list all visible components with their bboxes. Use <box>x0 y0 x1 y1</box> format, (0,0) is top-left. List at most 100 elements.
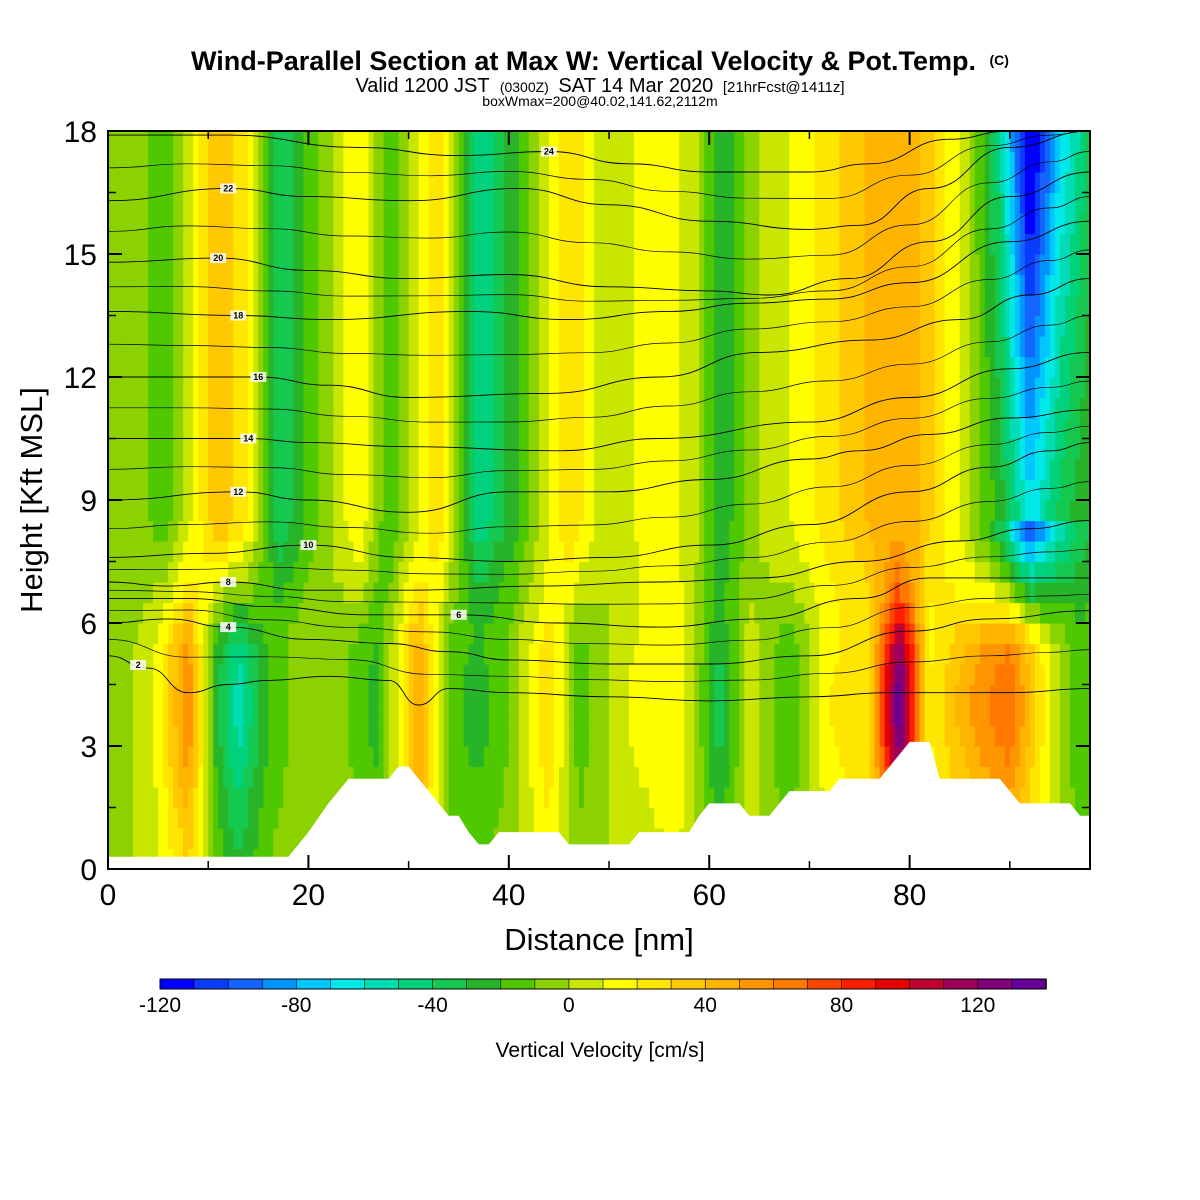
velocity-cell <box>588 295 595 317</box>
velocity-cell <box>128 684 134 706</box>
velocity-cell <box>228 643 234 665</box>
velocity-cell <box>198 520 204 542</box>
velocity-cell <box>644 582 650 604</box>
velocity-cell <box>418 377 425 399</box>
velocity-cell <box>689 131 695 153</box>
velocity-cell <box>243 684 249 706</box>
velocity-cell <box>308 787 315 809</box>
velocity-cell <box>383 418 390 440</box>
velocity-cell <box>308 336 315 358</box>
velocity-cell <box>363 766 370 788</box>
velocity-cell <box>573 438 580 460</box>
velocity-cell <box>734 623 740 645</box>
velocity-cell <box>513 438 520 460</box>
velocity-cell <box>228 725 234 747</box>
velocity-cell <box>433 787 440 809</box>
velocity-cell <box>754 254 760 276</box>
velocity-cell <box>293 479 299 501</box>
velocity-cell <box>428 438 435 460</box>
velocity-cell <box>298 520 304 542</box>
velocity-cell <box>193 233 199 255</box>
velocity-cell <box>468 520 475 542</box>
velocity-cell <box>323 233 330 255</box>
velocity-cell <box>463 438 470 460</box>
velocity-cell <box>714 684 720 706</box>
velocity-cell <box>488 213 495 235</box>
velocity-cell <box>163 295 169 317</box>
velocity-cell <box>288 192 294 214</box>
velocity-cell <box>318 151 325 173</box>
velocity-cell <box>133 725 139 747</box>
velocity-cell <box>383 582 390 604</box>
velocity-cell <box>649 377 655 399</box>
velocity-cell <box>719 602 725 624</box>
velocity-cell <box>669 213 675 235</box>
velocity-cell <box>774 623 780 645</box>
velocity-cell <box>143 541 149 563</box>
velocity-cell <box>373 274 380 296</box>
velocity-cell <box>408 356 415 378</box>
velocity-cell <box>173 582 179 604</box>
velocity-cell <box>774 336 780 358</box>
velocity-cell <box>233 233 239 255</box>
velocity-cell <box>208 254 214 276</box>
velocity-cell <box>599 192 605 214</box>
velocity-cell <box>383 356 390 378</box>
velocity-cell <box>699 295 705 317</box>
velocity-cell <box>148 459 154 481</box>
velocity-cell <box>689 356 695 378</box>
velocity-cell <box>759 602 765 624</box>
velocity-cell <box>223 500 229 522</box>
velocity-cell <box>573 541 580 563</box>
velocity-cell <box>193 172 199 194</box>
velocity-cell <box>624 643 630 665</box>
velocity-cell <box>563 418 570 440</box>
velocity-cell <box>403 684 410 706</box>
velocity-cell <box>458 725 465 747</box>
velocity-cell <box>383 274 390 296</box>
velocity-cell <box>158 828 164 850</box>
velocity-cell <box>508 582 515 604</box>
velocity-cell <box>193 459 199 481</box>
velocity-cell <box>438 356 445 378</box>
velocity-cell <box>418 397 425 419</box>
velocity-cell <box>243 582 249 604</box>
velocity-cell <box>138 664 144 686</box>
velocity-cell <box>113 541 119 563</box>
velocity-cell <box>674 254 680 276</box>
velocity-cell <box>148 664 154 686</box>
velocity-cell <box>333 684 340 706</box>
velocity-cell <box>769 623 775 645</box>
velocity-cell <box>473 602 480 624</box>
velocity-cell <box>353 233 360 255</box>
velocity-cell <box>248 807 254 829</box>
velocity-cell <box>363 233 370 255</box>
velocity-cell <box>123 274 129 296</box>
velocity-cell <box>283 131 289 153</box>
velocity-cell <box>408 233 415 255</box>
velocity-cell <box>724 684 730 706</box>
velocity-cell <box>233 746 239 768</box>
velocity-cell <box>689 602 695 624</box>
velocity-cell <box>779 254 785 276</box>
velocity-cell <box>699 233 705 255</box>
velocity-cell <box>438 192 445 214</box>
velocity-cell <box>614 725 620 747</box>
velocity-cell <box>108 336 114 358</box>
velocity-cell <box>183 520 189 542</box>
velocity-cell <box>679 787 685 809</box>
velocity-cell <box>358 705 365 727</box>
velocity-cell <box>689 561 695 583</box>
velocity-cell <box>553 725 560 747</box>
velocity-cell <box>553 213 560 235</box>
velocity-cell <box>383 479 390 501</box>
velocity-cell <box>138 602 144 624</box>
velocity-cell <box>208 336 214 358</box>
velocity-cell <box>498 397 505 419</box>
velocity-cell <box>113 725 119 747</box>
velocity-cell <box>769 172 775 194</box>
velocity-cell <box>428 151 435 173</box>
velocity-cell <box>593 828 600 850</box>
velocity-cell <box>328 520 335 542</box>
velocity-cell <box>233 274 239 296</box>
